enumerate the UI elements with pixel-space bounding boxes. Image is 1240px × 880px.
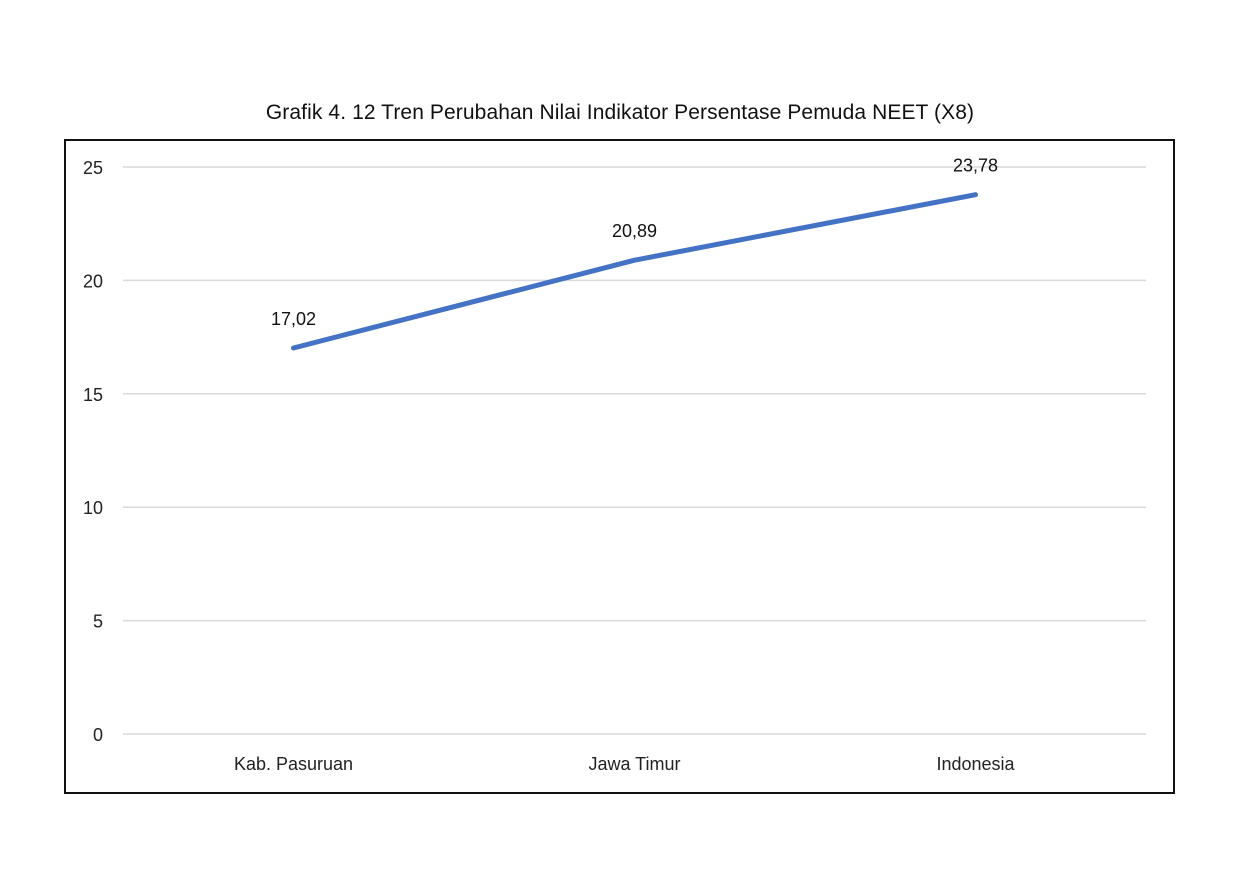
y-axis-ticks: 0 5 10 15 20 25 (83, 158, 103, 745)
chart-title: Grafik 4. 12 Tren Perubahan Nilai Indika… (265, 101, 975, 124)
x-category-label: Kab. Pasuruan (234, 754, 353, 774)
data-label: 17,02 (271, 309, 316, 329)
gridlines (123, 166, 1146, 735)
chart-frame (64, 139, 1175, 794)
y-tick-label: 10 (83, 498, 103, 518)
x-category-label: Jawa Timur (588, 754, 680, 774)
data-labels: 17,02 20,89 23,78 (271, 156, 998, 329)
y-tick-label: 0 (93, 725, 103, 745)
data-label: 23,78 (953, 156, 998, 176)
x-category-label: Indonesia (936, 754, 1015, 774)
y-tick-label: 5 (93, 612, 103, 632)
y-tick-label: 20 (83, 271, 103, 291)
x-axis-categories: Kab. Pasuruan Jawa Timur Indonesia (234, 754, 1016, 774)
y-tick-label: 15 (83, 385, 103, 405)
series-line (291, 192, 978, 351)
data-label: 20,89 (612, 221, 657, 241)
y-tick-label: 25 (83, 158, 103, 178)
